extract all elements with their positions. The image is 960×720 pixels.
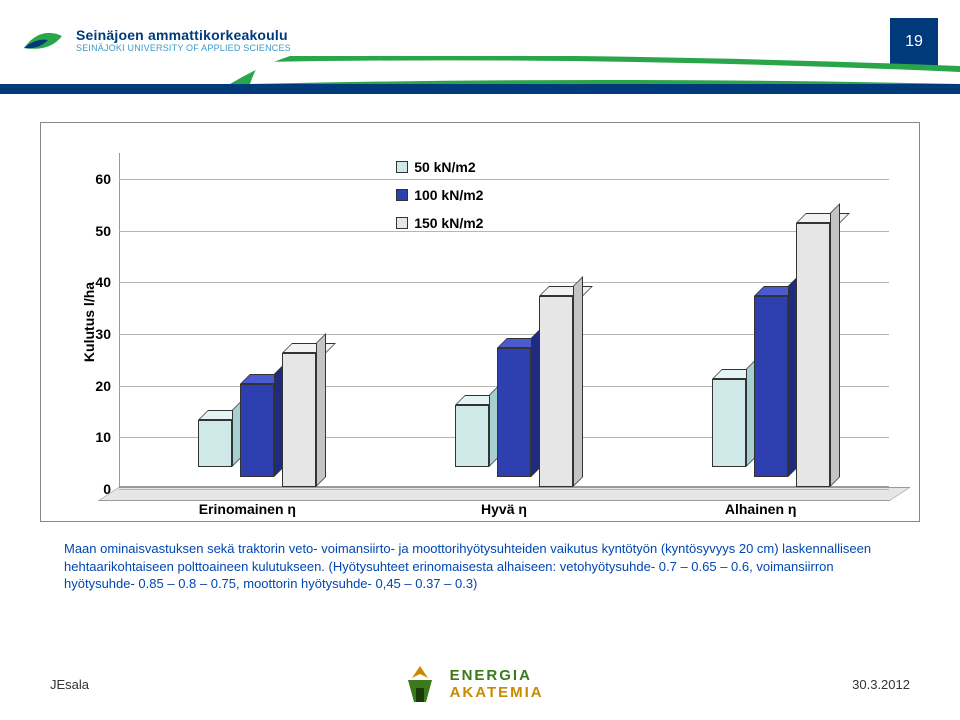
- bar: [282, 353, 316, 487]
- x-tick: Alhainen η: [725, 501, 797, 517]
- y-tick: 60: [95, 171, 111, 187]
- footer-logo-text2: AKATEMIA: [450, 684, 544, 701]
- legend-item: 100 kN/m2: [396, 187, 483, 203]
- footer-logo: ENERGIA AKATEMIA: [398, 662, 544, 706]
- x-tick: Erinomainen η: [199, 501, 296, 517]
- bar: [754, 296, 788, 477]
- y-tick: 40: [95, 274, 111, 290]
- chart-plot-area: Erinomainen ηHyvä ηAlhainen η50 kN/m2100…: [119, 153, 889, 487]
- bar: [455, 405, 489, 467]
- y-tick: 0: [103, 481, 111, 497]
- bar: [712, 379, 746, 467]
- logo-line1: Seinäjoen ammattikorkeakoulu: [76, 28, 291, 43]
- logo-line2: SEINÄJOKI UNIVERSITY OF APPLIED SCIENCES: [76, 44, 291, 54]
- y-tick: 30: [95, 326, 111, 342]
- y-tick: 10: [95, 429, 111, 445]
- legend-label: 100 kN/m2: [414, 187, 483, 203]
- legend-swatch: [396, 189, 408, 201]
- chart-caption: Maan ominaisvastuksen sekä traktorin vet…: [64, 540, 896, 593]
- grid-line: [119, 231, 889, 232]
- bar: [497, 348, 531, 477]
- legend-label: 150 kN/m2: [414, 215, 483, 231]
- footer-author: JEsala: [50, 677, 89, 692]
- legend-item: 150 kN/m2: [396, 215, 483, 231]
- x-tick: Hyvä η: [481, 501, 527, 517]
- bar: [796, 223, 830, 487]
- y-tick: 50: [95, 223, 111, 239]
- energia-icon: [398, 662, 442, 706]
- slide-footer: JEsala ENERGIA AKATEMIA 30.3.2012: [0, 662, 960, 706]
- logo-text: Seinäjoen ammattikorkeakoulu SEINÄJOKI U…: [76, 28, 291, 53]
- bar: [198, 420, 232, 467]
- grid-line: [119, 282, 889, 283]
- grid-line: [119, 489, 889, 490]
- legend-label: 50 kN/m2: [414, 159, 475, 175]
- bar: [240, 384, 274, 477]
- legend-swatch: [396, 217, 408, 229]
- legend-swatch: [396, 161, 408, 173]
- grid-line: [119, 179, 889, 180]
- slide-header: Seinäjoen ammattikorkeakoulu SEINÄJOKI U…: [0, 0, 960, 94]
- header-swoosh: [0, 56, 960, 94]
- footer-date: 30.3.2012: [852, 677, 910, 692]
- footer-logo-text1: ENERGIA: [450, 667, 532, 684]
- legend-item: 50 kN/m2: [396, 159, 475, 175]
- y-tick: 20: [95, 378, 111, 394]
- bar: [539, 296, 573, 487]
- y-axis-label: Kulutus l/ha: [81, 282, 97, 362]
- bar-chart: Erinomainen ηHyvä ηAlhainen η50 kN/m2100…: [40, 122, 920, 522]
